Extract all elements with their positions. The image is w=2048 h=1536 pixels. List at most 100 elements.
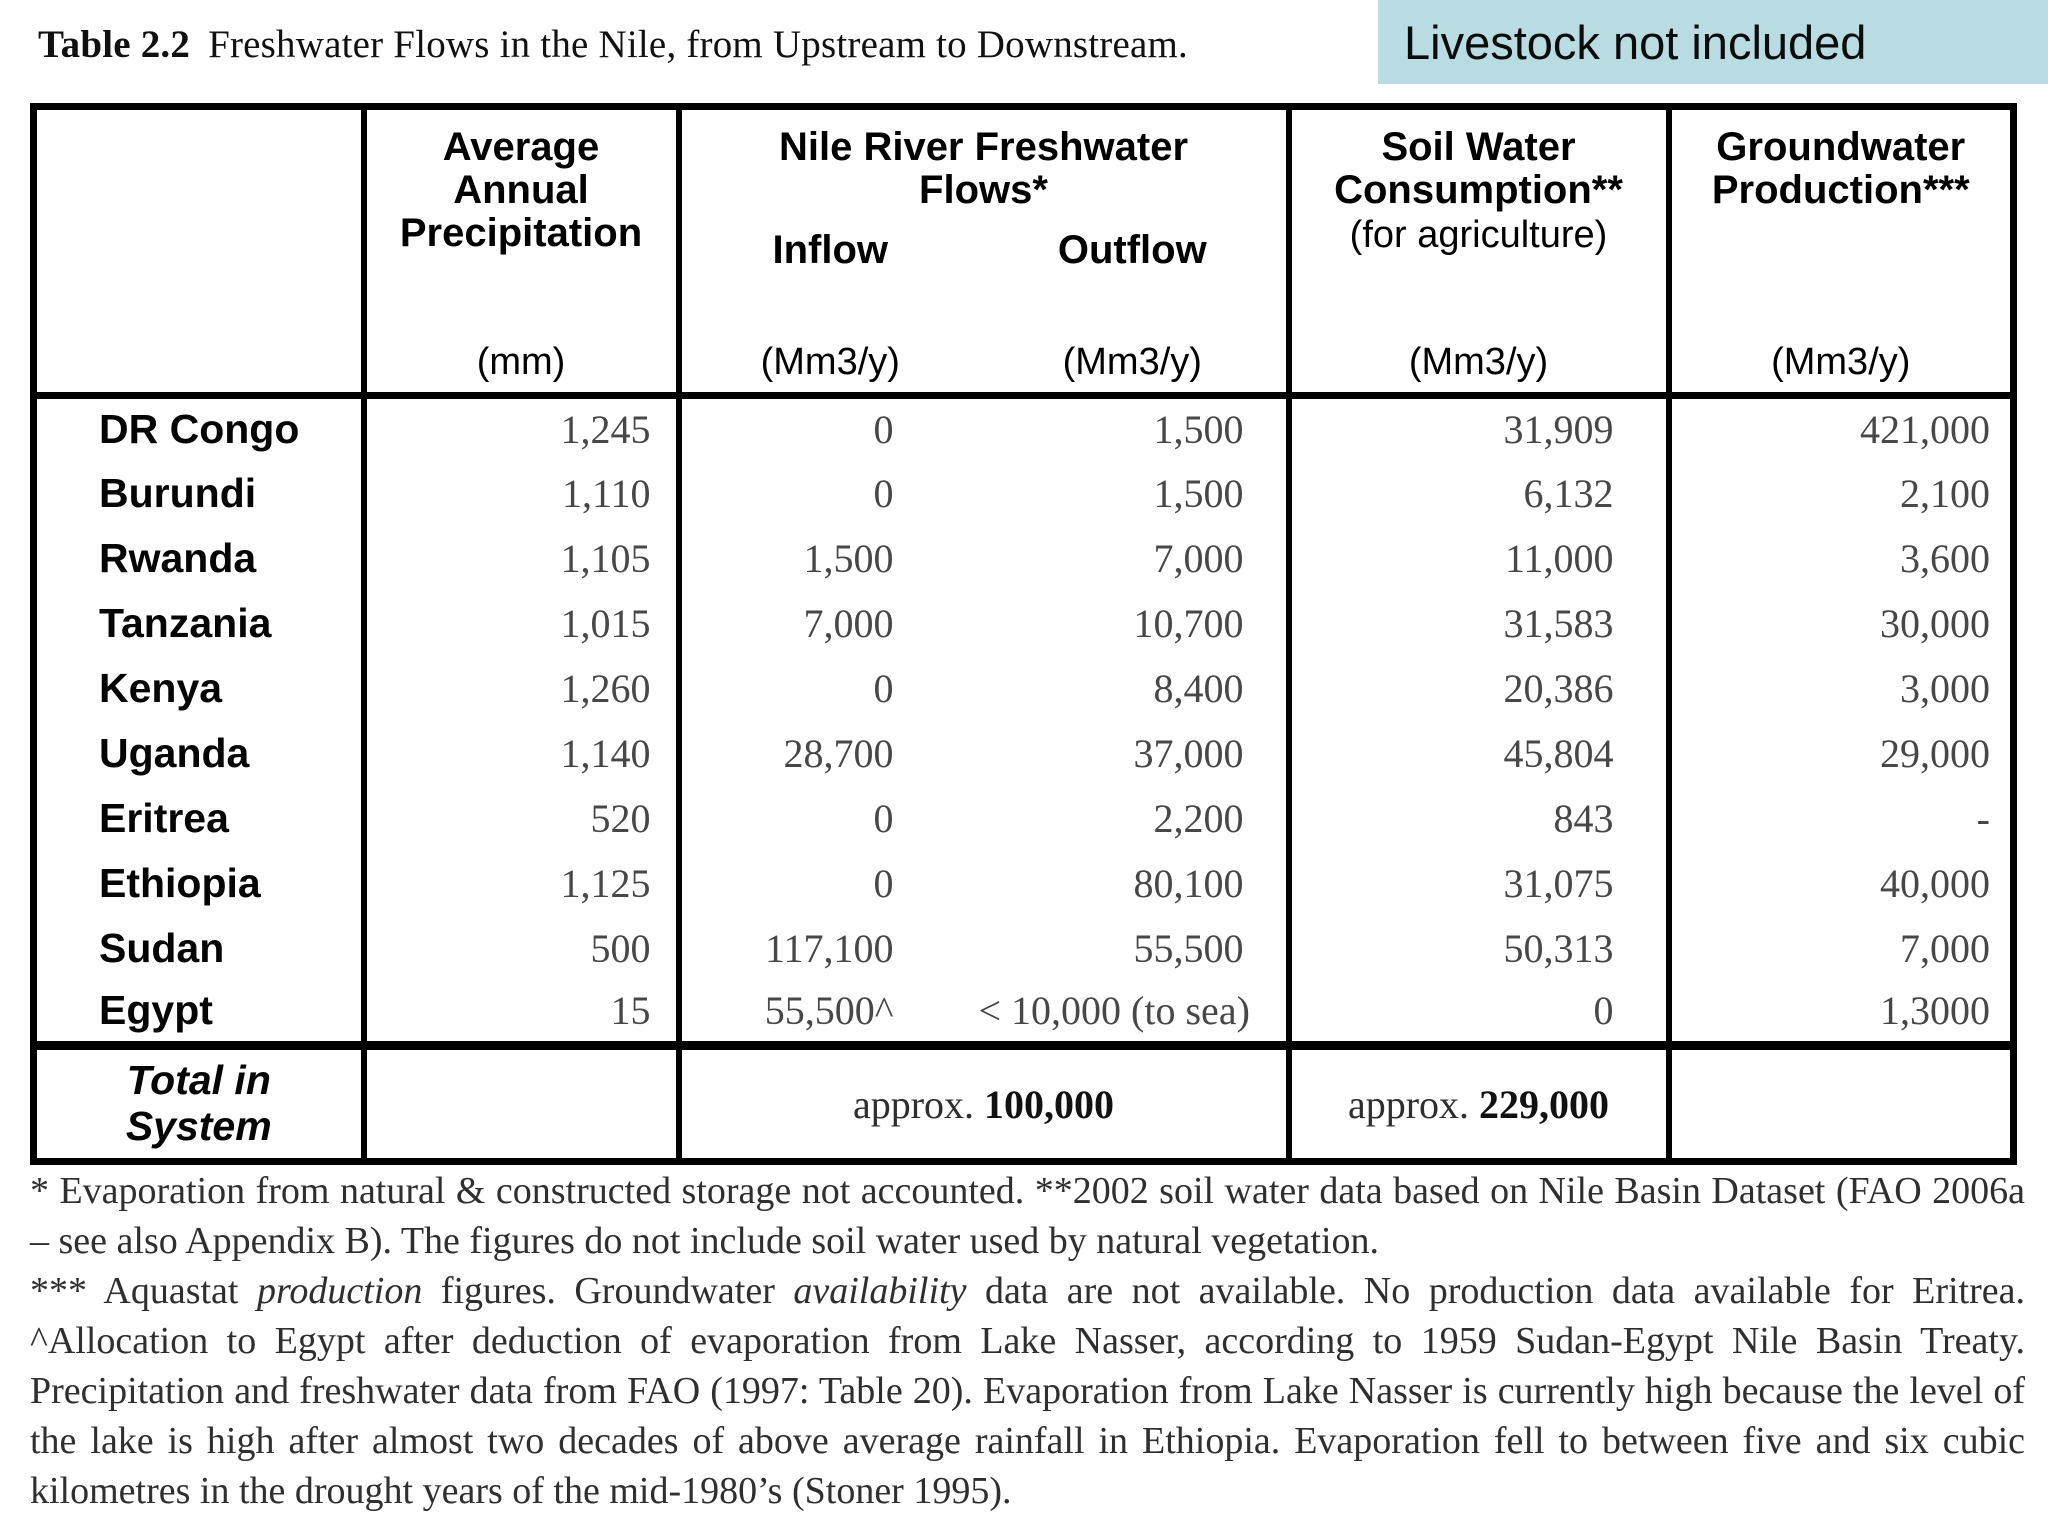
precipitation-cell: 1,015	[360, 590, 679, 656]
outflow-cell: 2,200	[1153, 795, 1244, 841]
outflow-cell: 8,400	[1153, 665, 1244, 711]
total-row: Total in System approx. 100,000 approx. …	[33, 1041, 2014, 1162]
table-header: Average Annual Precipitation (mm) Nile R…	[33, 106, 2014, 399]
precipitation-cell: 1,105	[360, 525, 679, 591]
table-row: Ethiopia 1,125 0 80,100 31,075 40,000	[34, 850, 2014, 916]
table-row: Rwanda 1,105 1,500 7,000 11,000 3,600	[34, 525, 2014, 591]
header-soil-water-unit: (Mm3/y)	[1408, 341, 1549, 383]
annotation-banner-text: Livestock not included	[1404, 15, 1867, 69]
outflow-cell: 1,500	[1153, 407, 1244, 453]
precipitation-cell: 1,125	[360, 850, 679, 916]
outflow-cell: < 10,000 (to sea)	[978, 988, 1250, 1034]
footnotes: * Evaporation from natural & constructed…	[30, 1166, 2025, 1516]
groundwater-cell: 421,000	[1665, 395, 2014, 461]
table-caption: Table 2.2 Freshwater Flows in the Nile, f…	[38, 22, 1188, 67]
header-country-blank	[33, 106, 364, 399]
inflow-cell: 117,100	[675, 915, 979, 981]
inflow-cell: 1,500	[675, 525, 979, 591]
header-groundwater: Groundwater Production*** (Mm3/y)	[1665, 106, 2014, 399]
table-row: Egypt 15 55,500^ < 10,000 (to sea) 0 1,3…	[34, 980, 2014, 1046]
soil-water-cell: 50,313	[1285, 915, 1669, 981]
outflow-cell: 10,700	[1133, 600, 1244, 646]
total-precipitation-cell	[360, 1041, 679, 1162]
precipitation-cell: 15	[360, 980, 679, 1046]
outflow-cell: 1,500	[1153, 470, 1244, 516]
annotation-banner: Livestock not included	[1378, 0, 2048, 84]
header-precipitation: Average Annual Precipitation (mm)	[360, 106, 679, 399]
groundwater-cell: 40,000	[1665, 850, 2014, 916]
table-row: Burundi 1,110 0 1,500 6,132 2,100	[34, 460, 2014, 526]
footnote-paragraph-1: * Evaporation from natural & constructed…	[30, 1170, 2025, 1262]
inflow-cell: 55,500^	[675, 980, 979, 1046]
table-row: DR Congo 1,245 0 1,500 31,909 421,000	[34, 395, 2014, 461]
soil-water-cell: 0	[1285, 980, 1669, 1046]
header-nile-flows-title: Nile River Freshwater Flows*	[778, 125, 1189, 213]
outflow-cell: 37,000	[1133, 730, 1244, 776]
precipitation-cell: 500	[360, 915, 679, 981]
table-row: Tanzania 1,015 7,000 10,700 31,583 30,00…	[34, 590, 2014, 656]
table-body: DR Congo 1,245 0 1,500 31,909 421,000 Bu…	[33, 395, 2014, 1162]
header-precipitation-unit: (mm)	[476, 341, 566, 383]
precipitation-cell: 1,245	[360, 395, 679, 461]
soil-water-cell: 31,075	[1285, 850, 1669, 916]
groundwater-cell: -	[1665, 785, 2014, 851]
country-cell: Burundi	[99, 469, 257, 516]
header-precipitation-title: Average Annual Precipitation	[399, 125, 643, 256]
soil-water-cell: 20,386	[1285, 655, 1669, 721]
country-cell: Kenya	[99, 664, 223, 711]
inflow-cell: 28,700	[675, 720, 979, 786]
header-soil-water-subtitle: (for agriculture)	[1349, 214, 1608, 257]
inflow-cell: 0	[675, 785, 979, 851]
total-soil-water-cell: approx. 229,000	[1285, 1041, 1669, 1162]
groundwater-cell: 30,000	[1665, 590, 2014, 656]
inflow-cell: 0	[675, 395, 979, 461]
groundwater-cell: 2,100	[1665, 460, 2014, 526]
soil-water-cell: 31,909	[1285, 395, 1669, 461]
header-soil-water: Soil Water Consumption** (for agricultur…	[1285, 106, 1669, 399]
country-cell: DR Congo	[99, 406, 300, 453]
precipitation-cell: 520	[360, 785, 679, 851]
inflow-cell: 0	[675, 460, 979, 526]
precipitation-cell: 1,110	[360, 460, 679, 526]
header-inflow-unit: (Mm3/y)	[760, 341, 900, 383]
table-caption-text: Freshwater Flows in the Nile, from Upstr…	[208, 23, 1188, 66]
footnote-paragraph-2: *** Aquastat production figures. Groundw…	[30, 1270, 2025, 1512]
precipitation-cell: 1,260	[360, 655, 679, 721]
soil-water-cell: 45,804	[1285, 720, 1669, 786]
groundwater-cell: 7,000	[1665, 915, 2014, 981]
freshwater-flows-table: Average Annual Precipitation (mm) Nile R…	[30, 103, 2017, 1165]
header-row: Average Annual Precipitation (mm) Nile R…	[33, 106, 2014, 399]
country-cell: Tanzania	[99, 599, 272, 646]
country-cell: Uganda	[99, 729, 250, 776]
country-cell: Sudan	[99, 924, 225, 971]
inflow-cell: 0	[675, 850, 979, 916]
groundwater-cell: 29,000	[1665, 720, 2014, 786]
header-inflow-label: Inflow	[772, 228, 889, 273]
table-row: Kenya 1,260 0 8,400 20,386 3,000	[34, 655, 2014, 721]
outflow-cell: 80,100	[1133, 860, 1244, 906]
total-label-cell: Total in System	[33, 1041, 364, 1162]
header-soil-water-title: Soil Water Consumption**	[1334, 125, 1623, 213]
soil-water-cell: 31,583	[1285, 590, 1669, 656]
total-groundwater-cell	[1665, 1041, 2014, 1162]
table-caption-number: Table 2.2	[38, 23, 191, 66]
header-groundwater-unit: (Mm3/y)	[1771, 341, 1911, 383]
country-cell: Ethiopia	[99, 859, 261, 906]
soil-water-cell: 6,132	[1285, 460, 1669, 526]
inflow-cell: 7,000	[675, 590, 979, 656]
outflow-cell: 7,000	[1153, 535, 1244, 581]
country-cell: Egypt	[99, 987, 213, 1034]
outflow-cell: 55,500	[1133, 925, 1244, 971]
country-cell: Eritrea	[99, 794, 229, 841]
precipitation-cell: 1,140	[360, 720, 679, 786]
header-nile-flows: Nile River Freshwater Flows* Inflow Outf…	[675, 106, 1289, 399]
table-row: Uganda 1,140 28,700 37,000 45,804 29,000	[34, 720, 2014, 786]
groundwater-cell: 3,000	[1665, 655, 2014, 721]
table-row: Eritrea 520 0 2,200 843 -	[34, 785, 2014, 851]
groundwater-cell: 1,3000	[1665, 980, 2014, 1046]
header-groundwater-title: Groundwater Production***	[1711, 125, 1970, 213]
groundwater-cell: 3,600	[1665, 525, 2014, 591]
inflow-cell: 0	[675, 655, 979, 721]
table-row: Sudan 500 117,100 55,500 50,313 7,000	[34, 915, 2014, 981]
soil-water-cell: 11,000	[1285, 525, 1669, 591]
